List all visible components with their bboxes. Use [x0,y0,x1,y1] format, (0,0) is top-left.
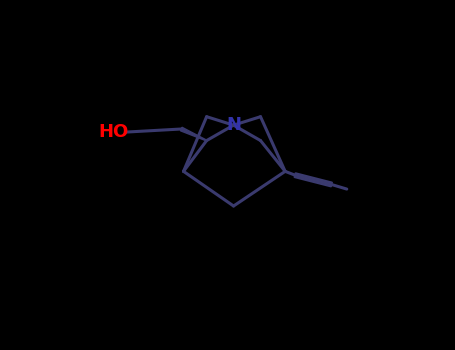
Text: N: N [226,116,241,134]
Text: HO: HO [99,123,129,141]
Polygon shape [181,127,207,141]
